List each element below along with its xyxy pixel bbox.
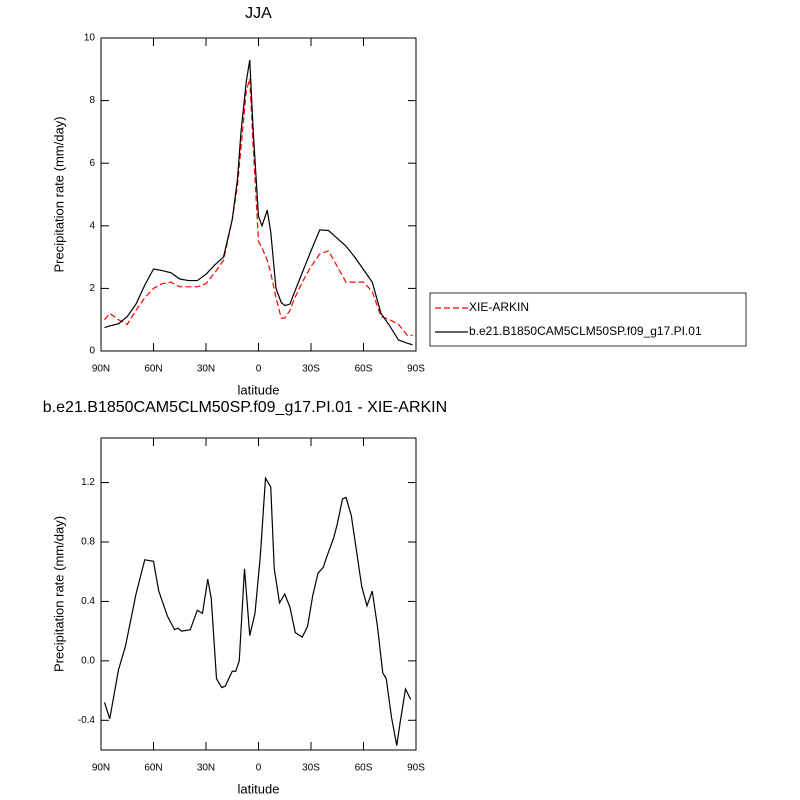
data-line	[104, 78, 413, 336]
x-tick-label: 90S	[407, 763, 425, 774]
x-tick-label: 30S	[302, 364, 320, 375]
y-tick-label: -0.4	[78, 715, 96, 726]
chart-title: JJA	[245, 5, 272, 22]
x-tick-label: 30N	[197, 364, 215, 375]
x-tick-label: 60S	[355, 763, 373, 774]
legend-label: XIE-ARKIN	[469, 300, 529, 314]
data-line	[103, 476, 412, 746]
y-axis-label: Precipitation rate (mm/day)	[51, 116, 66, 272]
x-tick-label: 60N	[144, 364, 162, 375]
x-tick-label: 30S	[302, 763, 320, 774]
y-tick-label: 8	[89, 95, 95, 106]
y-tick-label: 0.4	[81, 596, 95, 607]
x-tick-label: 90N	[92, 364, 110, 375]
y-tick-label: 10	[84, 33, 96, 44]
x-tick-label: 60N	[144, 763, 162, 774]
x-tick-label: 90S	[407, 364, 425, 375]
chart-title: b.e21.B1850CAM5CLM50SP.f09_g17.PI.01 - X…	[43, 399, 447, 416]
y-tick-label: 0.8	[81, 537, 95, 548]
x-tick-label: 60S	[355, 364, 373, 375]
x-axis-label: latitude	[238, 382, 280, 397]
y-tick-label: 2	[89, 283, 95, 294]
x-tick-label: 0	[256, 763, 262, 774]
x-tick-label: 90N	[92, 763, 110, 774]
y-tick-label: 6	[89, 158, 95, 169]
plot-frame	[100, 37, 417, 352]
x-axis-label: latitude	[238, 781, 280, 796]
y-tick-label: 1.2	[81, 477, 95, 488]
y-tick-label: 0.0	[81, 655, 95, 666]
x-tick-label: 30N	[197, 763, 215, 774]
y-axis-label: Precipitation rate (mm/day)	[51, 516, 66, 672]
y-tick-label: 0	[89, 346, 95, 357]
data-line	[104, 59, 413, 346]
legend-box	[429, 292, 747, 347]
y-tick-label: 4	[89, 220, 95, 231]
plot-frame	[100, 437, 417, 751]
x-tick-label: 0	[256, 364, 262, 375]
legend-label: b.e21.B1850CAM5CLM50SP.f09_g17.PI.01	[469, 324, 702, 338]
